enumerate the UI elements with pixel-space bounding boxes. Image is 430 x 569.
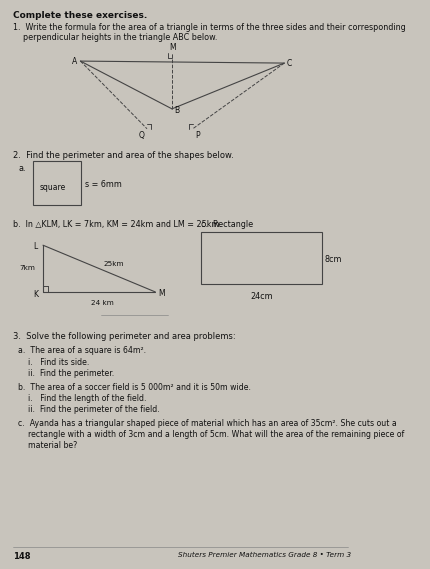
Text: C: C — [286, 59, 292, 68]
Text: i.   Find the length of the field.: i. Find the length of the field. — [28, 394, 146, 403]
Bar — [33, 160, 81, 205]
Text: b.  In △KLM, LK = 7km, KM = 24km and LM = 25km.: b. In △KLM, LK = 7km, KM = 24km and LM =… — [13, 220, 221, 229]
Text: Q: Q — [138, 131, 144, 140]
Text: 3.  Solve the following perimeter and area problems:: 3. Solve the following perimeter and are… — [13, 332, 235, 341]
Text: material be?: material be? — [18, 441, 77, 450]
Text: b.  The area of a soccer field is 5 000m² and it is 50m wide.: b. The area of a soccer field is 5 000m²… — [18, 382, 250, 391]
Text: P: P — [195, 131, 200, 140]
Text: 7km: 7km — [20, 265, 36, 271]
Text: a.: a. — [18, 164, 25, 172]
Text: 8cm: 8cm — [323, 255, 341, 264]
Text: s = 6mm: s = 6mm — [85, 180, 122, 189]
Text: 148: 148 — [13, 552, 31, 560]
Bar — [201, 232, 321, 284]
Text: perpendicular heights in the triangle ABC below.: perpendicular heights in the triangle AB… — [13, 33, 217, 42]
Text: ii.  Find the perimeter of the field.: ii. Find the perimeter of the field. — [28, 405, 160, 414]
Text: Complete these exercises.: Complete these exercises. — [13, 11, 147, 20]
Text: A: A — [72, 57, 77, 66]
Text: K: K — [33, 290, 38, 299]
Text: 2.  Find the perimeter and area of the shapes below.: 2. Find the perimeter and area of the sh… — [13, 151, 233, 160]
Text: square: square — [40, 183, 66, 192]
Text: 25km: 25km — [103, 261, 123, 267]
Text: 24 km: 24 km — [91, 300, 114, 306]
Text: 1.  Write the formula for the area of a triangle in terms of the three sides and: 1. Write the formula for the area of a t… — [13, 23, 405, 32]
Text: i.   Find its side.: i. Find its side. — [28, 358, 89, 366]
Text: c.  Rectangle: c. Rectangle — [201, 220, 253, 229]
Text: 24cm: 24cm — [249, 292, 272, 301]
Text: M: M — [157, 289, 164, 298]
Text: a.  The area of a square is 64m².: a. The area of a square is 64m². — [18, 346, 146, 354]
Text: B: B — [174, 106, 179, 115]
Text: Shuters Premier Mathematics Grade 8 • Term 3: Shuters Premier Mathematics Grade 8 • Te… — [177, 552, 350, 558]
Text: c.  Ayanda has a triangular shaped piece of material which has an area of 35cm².: c. Ayanda has a triangular shaped piece … — [18, 419, 396, 428]
Text: L: L — [33, 242, 37, 251]
Text: M: M — [169, 43, 176, 52]
Text: rectangle with a width of 3cm and a length of 5cm. What will the area of the rem: rectangle with a width of 3cm and a leng… — [18, 430, 403, 439]
Text: ii.  Find the perimeter.: ii. Find the perimeter. — [28, 369, 114, 378]
